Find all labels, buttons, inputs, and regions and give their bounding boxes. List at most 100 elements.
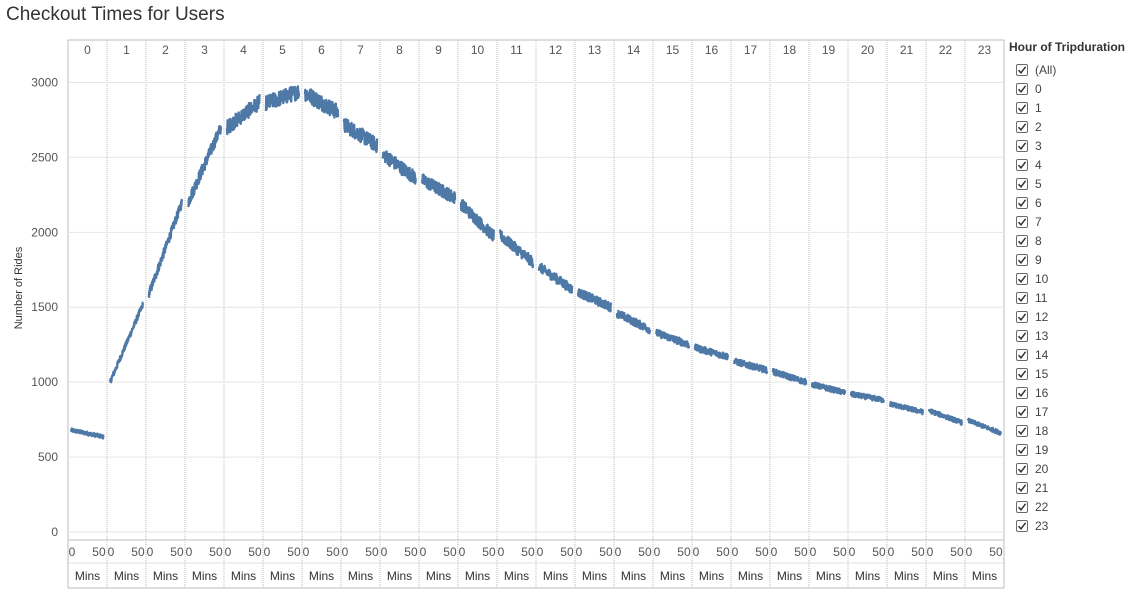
x-tick-label: 0 [693, 545, 700, 559]
panel-x-axis-label: Mins [699, 569, 724, 583]
panel-x-axis-label: Mins [933, 569, 958, 583]
checkbox-checked-icon[interactable] [1016, 291, 1028, 304]
data-line-segment [810, 381, 847, 396]
legend-item[interactable]: 7 [1009, 212, 1128, 231]
legend-item[interactable]: 0 [1009, 79, 1128, 98]
x-tick-label: 50 [560, 545, 574, 559]
panel-x-axis-label: Mins [660, 569, 685, 583]
legend-item-label: 23 [1035, 518, 1049, 533]
x-tick-label: 0 [264, 545, 271, 559]
checkbox-checked-icon[interactable] [1016, 519, 1028, 532]
x-tick-label: 50 [443, 545, 457, 559]
x-tick-label: 50 [404, 545, 418, 559]
checkbox-checked-icon[interactable] [1016, 196, 1028, 209]
x-tick-label: 0 [303, 545, 310, 559]
x-tick-label: 50 [287, 545, 301, 559]
checkbox-checked-icon[interactable] [1016, 329, 1028, 342]
legend-item[interactable]: 22 [1009, 497, 1128, 516]
x-tick-label: 50 [755, 545, 769, 559]
legend-item[interactable]: 21 [1009, 478, 1128, 497]
panel-x-axis-label: Mins [621, 569, 646, 583]
legend-item[interactable]: 12 [1009, 307, 1128, 326]
panel-x-axis-label: Mins [738, 569, 763, 583]
checkbox-checked-icon[interactable] [1016, 348, 1028, 361]
x-tick-label: 0 [147, 545, 154, 559]
checkbox-checked-icon[interactable] [1016, 158, 1028, 171]
checkbox-checked-icon[interactable] [1016, 405, 1028, 418]
legend-item[interactable]: 18 [1009, 421, 1128, 440]
legend-item[interactable]: 4 [1009, 155, 1128, 174]
x-tick-label: 50 [248, 545, 262, 559]
checkbox-checked-icon[interactable] [1016, 481, 1028, 494]
data-line-segment [537, 262, 574, 294]
data-line-segment [966, 417, 1003, 436]
panel-x-axis-label: Mins [231, 569, 256, 583]
legend-item[interactable]: 23 [1009, 516, 1128, 535]
checkbox-checked-icon[interactable] [1016, 234, 1028, 247]
panel-header-label: 10 [471, 43, 485, 57]
checkbox-checked-icon[interactable] [1016, 424, 1028, 437]
checkbox-checked-icon[interactable] [1016, 386, 1028, 399]
checkbox-checked-icon[interactable] [1016, 82, 1028, 95]
checkbox-checked-icon[interactable] [1016, 177, 1028, 190]
checkbox-checked-icon[interactable] [1016, 500, 1028, 513]
legend-item[interactable]: 16 [1009, 383, 1128, 402]
legend-item[interactable]: 14 [1009, 345, 1128, 364]
checkbox-checked-icon[interactable] [1016, 120, 1028, 133]
x-tick-label: 50 [131, 545, 145, 559]
legend-item-label: 22 [1035, 499, 1049, 514]
x-tick-label: 0 [498, 545, 505, 559]
checkbox-checked-icon[interactable] [1016, 462, 1028, 475]
panel-header-label: 9 [435, 43, 442, 57]
panel-header-label: 21 [900, 43, 914, 57]
x-tick-label: 0 [108, 545, 115, 559]
x-tick-label: 50 [833, 545, 847, 559]
legend-item[interactable]: 19 [1009, 440, 1128, 459]
legend-item[interactable]: 17 [1009, 402, 1128, 421]
legend-item-label: 21 [1035, 480, 1049, 495]
legend-item[interactable]: 13 [1009, 326, 1128, 345]
legend-item[interactable]: 9 [1009, 250, 1128, 269]
panel-x-axis-label: Mins [153, 569, 178, 583]
legend-item[interactable]: 1 [1009, 98, 1128, 117]
legend-item-label: 20 [1035, 461, 1049, 476]
legend-item[interactable]: 10 [1009, 269, 1128, 288]
y-tick-label: 500 [38, 450, 58, 464]
x-tick-label: 0 [459, 545, 466, 559]
legend-item[interactable]: (All) [1009, 60, 1128, 79]
x-tick-label: 0 [927, 545, 934, 559]
data-line-segment [576, 288, 613, 313]
legend-item-label: 10 [1035, 271, 1049, 286]
y-axis-label: Number of Rides [13, 246, 25, 329]
checkbox-checked-icon[interactable] [1016, 367, 1028, 380]
legend-item[interactable]: 2 [1009, 117, 1128, 136]
legend-item[interactable]: 11 [1009, 288, 1128, 307]
x-tick-label: 0 [381, 545, 388, 559]
data-line-segment [108, 301, 144, 384]
legend-item[interactable]: 3 [1009, 136, 1128, 155]
legend-item[interactable]: 15 [1009, 364, 1128, 383]
legend-item[interactable]: 5 [1009, 174, 1128, 193]
checkbox-checked-icon[interactable] [1016, 253, 1028, 266]
checkbox-checked-icon[interactable] [1016, 443, 1028, 456]
x-tick-label: 0 [225, 545, 232, 559]
legend-item-label: 13 [1035, 328, 1049, 343]
checkbox-checked-icon[interactable] [1016, 272, 1028, 285]
legend-item[interactable]: 20 [1009, 459, 1128, 478]
checkbox-checked-icon[interactable] [1016, 63, 1028, 76]
checkbox-checked-icon[interactable] [1016, 215, 1028, 228]
panel-x-axis-label: Mins [309, 569, 334, 583]
checkbox-checked-icon[interactable] [1016, 101, 1028, 114]
x-tick-label: 50 [482, 545, 496, 559]
checkbox-checked-icon[interactable] [1016, 139, 1028, 152]
legend-item-label: 8 [1035, 233, 1042, 248]
x-tick-label: 50 [326, 545, 340, 559]
legend-item-label: 5 [1035, 176, 1042, 191]
checkbox-checked-icon[interactable] [1016, 310, 1028, 323]
panel-header-label: 6 [318, 43, 325, 57]
x-tick-label: 50 [794, 545, 808, 559]
data-line-segment [264, 85, 301, 112]
legend-item[interactable]: 6 [1009, 193, 1128, 212]
x-tick-label: 0 [342, 545, 349, 559]
legend-item[interactable]: 8 [1009, 231, 1128, 250]
